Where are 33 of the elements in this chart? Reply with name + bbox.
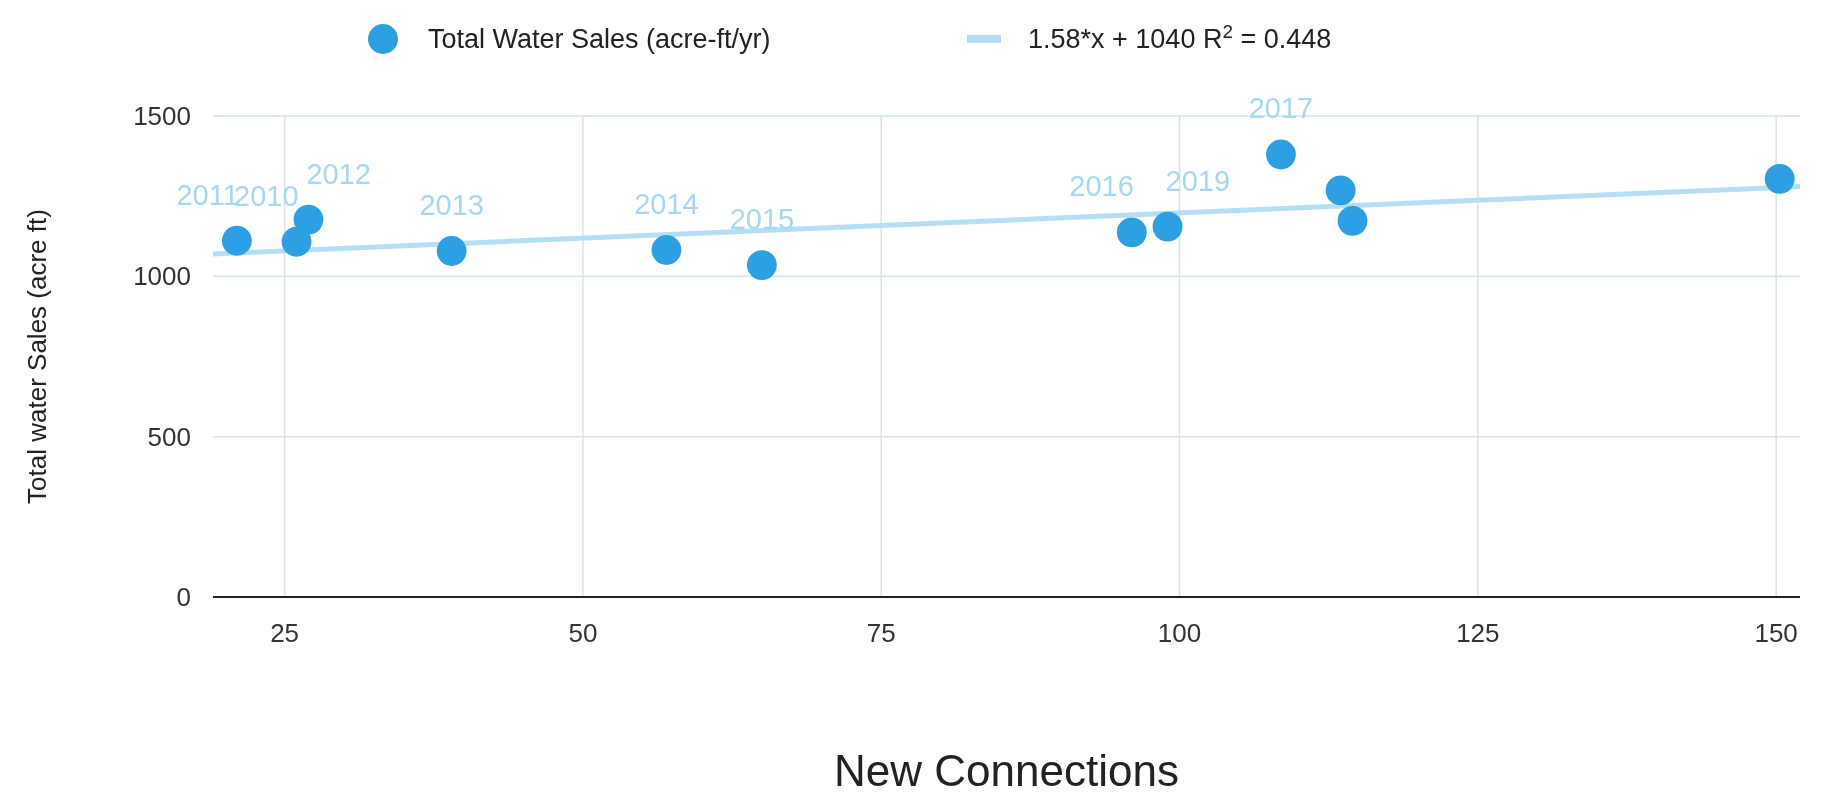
x-tick-label: 25 — [270, 618, 300, 648]
point — [436, 236, 467, 266]
y-tick-label: 500 — [147, 421, 191, 452]
point — [1325, 175, 1356, 206]
x-tick-label: 125 — [1456, 618, 1500, 648]
x-tick-label: 75 — [866, 618, 896, 648]
annotation: 2012 — [306, 157, 371, 190]
point — [221, 225, 252, 256]
annotation: 2015 — [729, 203, 795, 236]
x-axis-title: New Connections — [834, 746, 1179, 795]
point — [651, 235, 682, 265]
annotation: 2013 — [419, 189, 484, 221]
annotation: 2016 — [1069, 170, 1134, 203]
annotation: 2014 — [634, 188, 699, 221]
annotation: 2019 — [1165, 164, 1231, 197]
x-tick-label: 150 — [1754, 618, 1798, 648]
y-tick-label: 0 — [176, 582, 191, 612]
y-tick-label: 1500 — [133, 101, 191, 131]
y-tick-label: 1000 — [133, 261, 191, 292]
point — [1266, 139, 1296, 170]
point — [1116, 217, 1147, 248]
legend-label: 1.58*x + 1040 R$^{2}$ = 0.448 — [1028, 20, 1332, 54]
point — [746, 250, 777, 281]
x-tick-label: 50 — [568, 618, 598, 648]
point — [281, 226, 312, 257]
point — [1152, 211, 1183, 242]
annotation: 2017 — [1248, 92, 1314, 125]
legend-label: Total Water Sales (acre-ft/yr) — [428, 24, 771, 54]
point — [1764, 163, 1795, 194]
y-axis-title: Total water Sales (acre ft) — [22, 209, 52, 504]
x-tick-label: 100 — [1157, 618, 1202, 648]
point — [293, 204, 324, 235]
point — [1337, 205, 1368, 236]
